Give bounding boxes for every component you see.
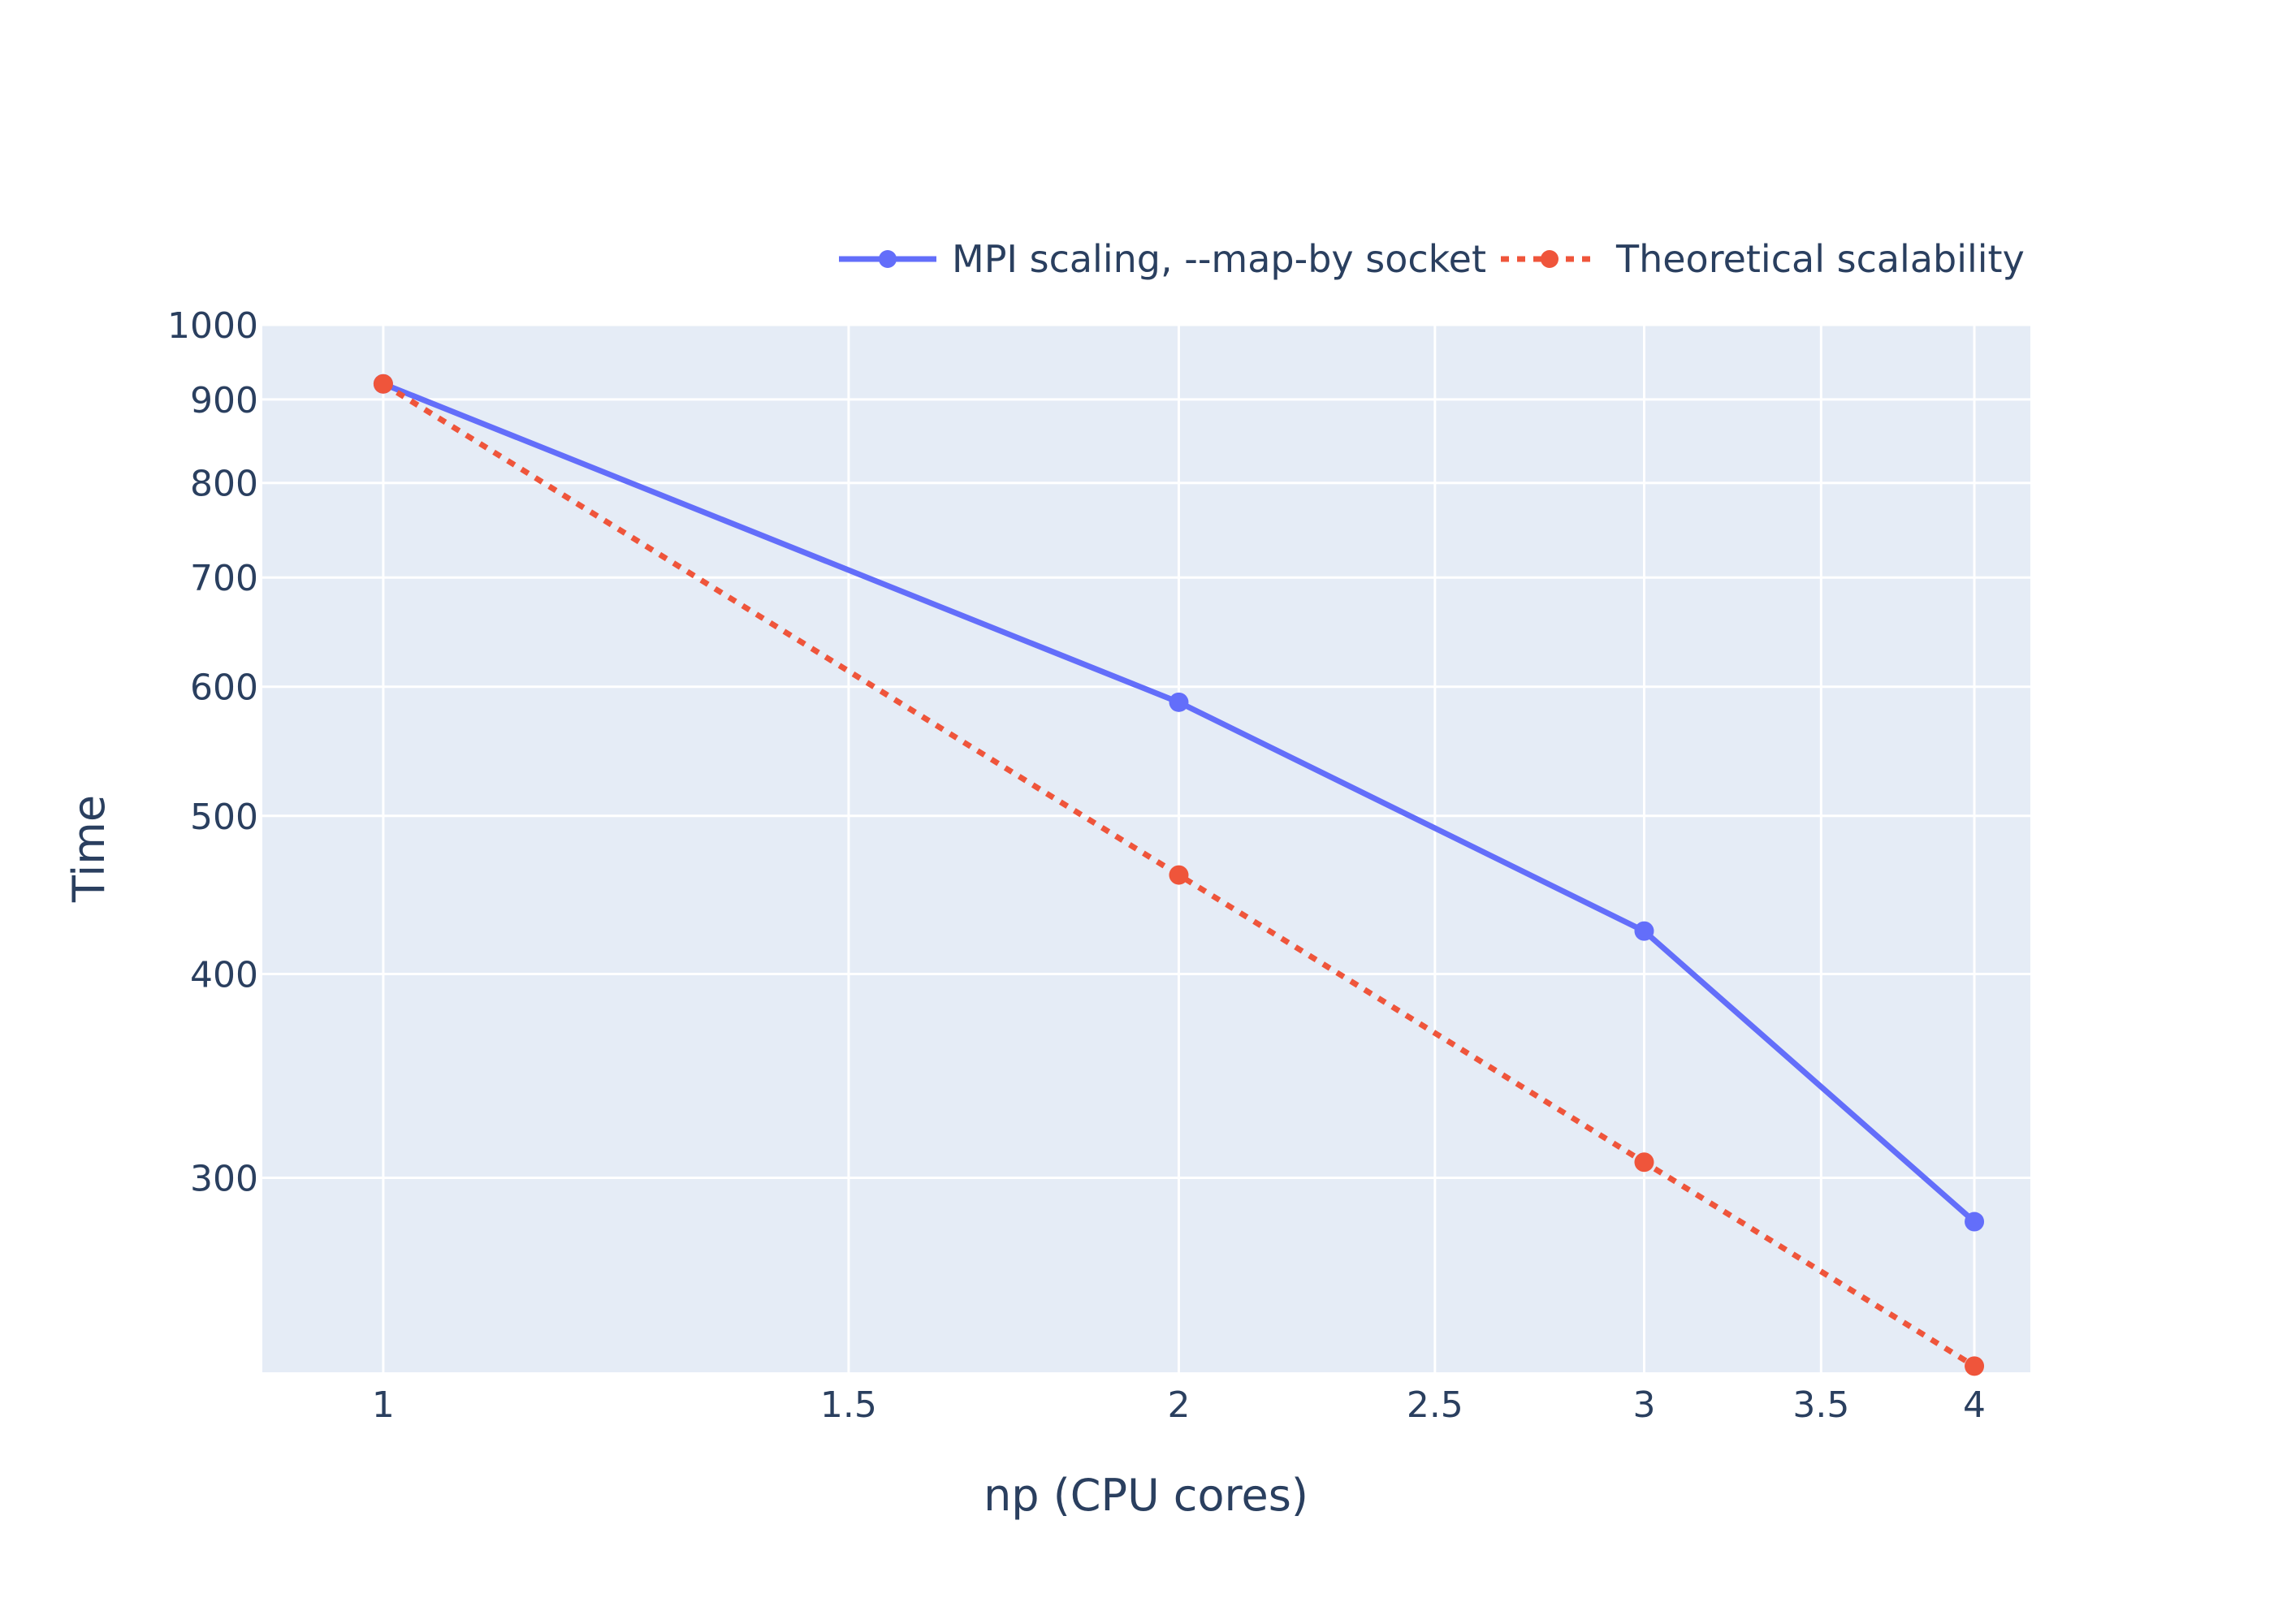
x-tick-label: 4 <box>1963 1384 1986 1426</box>
series-line-theory <box>382 381 1976 1369</box>
data-point-theory[interactable] <box>373 374 393 394</box>
y-tick-label: 700 <box>190 558 258 599</box>
y-axis: 300 400 500 600 700 800 900 1000 <box>167 305 258 1200</box>
x-tick-label: 2 <box>1167 1384 1190 1426</box>
series-line-mpi <box>382 381 1977 1224</box>
data-point-mpi[interactable] <box>1965 1212 1985 1232</box>
legend-label-theory: Theoretical scalability <box>1615 237 2025 281</box>
x-axis-title: np (CPU cores) <box>984 1470 1308 1521</box>
legend-marker-mpi <box>879 250 897 268</box>
data-point-mpi[interactable] <box>1169 692 1189 712</box>
x-tick-label: 3.5 <box>1792 1384 1849 1426</box>
legend: MPI scaling, --map-by socket Theoretical… <box>839 237 2025 281</box>
x-tick-label: 1.5 <box>820 1384 877 1426</box>
data-point-theory[interactable] <box>1965 1356 1985 1376</box>
x-tick-label: 2.5 <box>1407 1384 1463 1426</box>
y-tick-label: 300 <box>190 1159 258 1200</box>
legend-item-theory[interactable]: Theoretical scalability <box>1501 237 2025 281</box>
series-layer <box>373 374 1985 1376</box>
data-point-theory[interactable] <box>1169 865 1189 885</box>
y-tick-label: 500 <box>190 797 258 838</box>
x-tick-label: 1 <box>372 1384 395 1426</box>
data-point-theory[interactable] <box>1634 1152 1654 1173</box>
y-tick-label: 400 <box>190 955 258 996</box>
y-axis-title: Time <box>63 795 115 903</box>
data-point-mpi[interactable] <box>1634 921 1654 941</box>
y-tick-label: 900 <box>190 380 258 421</box>
y-tick-label: 600 <box>190 667 258 709</box>
legend-label-mpi: MPI scaling, --map-by socket <box>952 237 1486 281</box>
x-tick-label: 3 <box>1632 1384 1655 1426</box>
legend-marker-theory <box>1541 250 1559 268</box>
x-axis: 1 1.5 2 2.5 3 3.5 4 <box>372 1384 1986 1426</box>
y-tick-label: 1000 <box>167 305 258 347</box>
legend-item-mpi[interactable]: MPI scaling, --map-by socket <box>839 237 1486 281</box>
plot-area <box>262 325 2030 1372</box>
y-tick-label: 800 <box>190 464 258 505</box>
